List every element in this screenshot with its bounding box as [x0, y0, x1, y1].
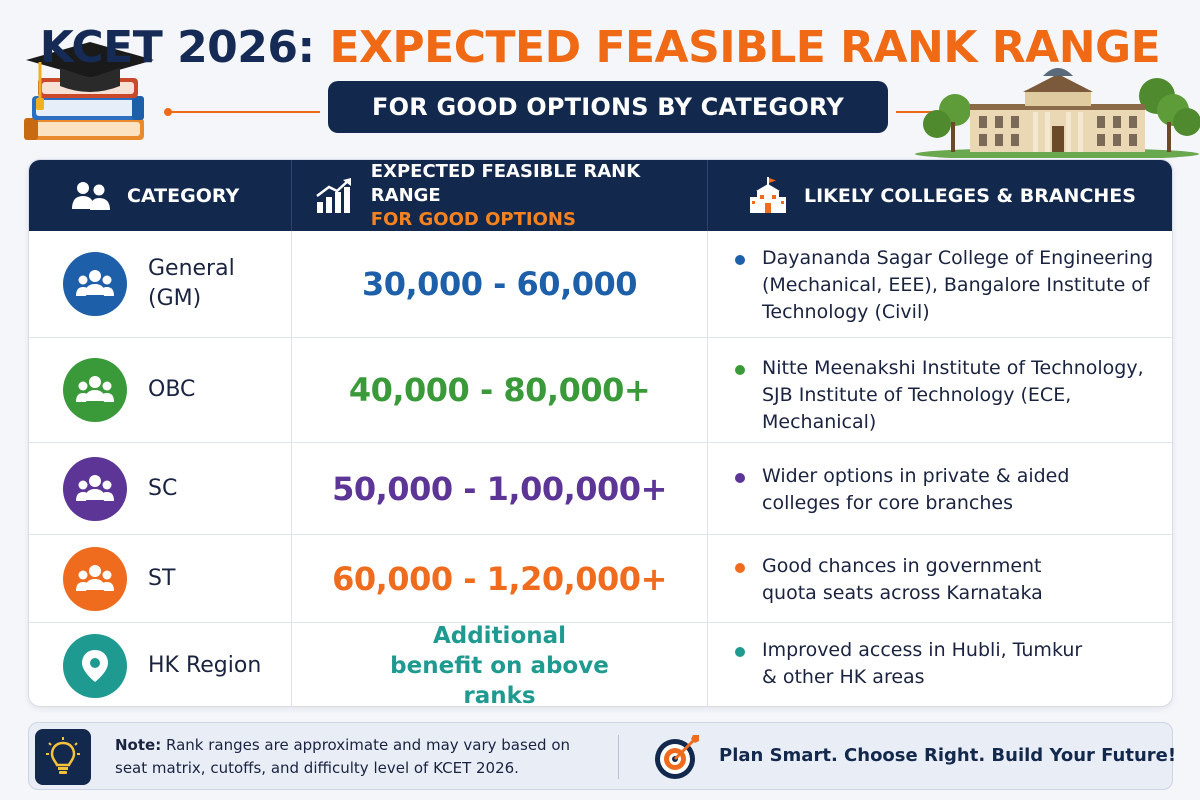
category-cell: OBC — [29, 338, 291, 442]
subtitle-banner: FOR GOOD OPTIONS BY CATEGORY — [328, 81, 888, 133]
colleges-text: Wider options in private & aided college… — [762, 465, 1070, 514]
rank-range: 60,000 - 1,20,000+ — [332, 559, 667, 598]
school-building-icon — [746, 174, 790, 218]
header: KCET 2026: EXPECTED FEASIBLE RANK RANGE … — [0, 0, 1200, 158]
rank-range: 50,000 - 1,00,000+ — [332, 469, 667, 508]
subtitle-left-line — [170, 111, 320, 113]
column-label: EXPECTED FEASIBLE RANK RANGE FOR GOOD OP… — [371, 160, 707, 232]
category-cell: SC — [29, 443, 291, 534]
lightbulb-icon — [35, 729, 91, 785]
colleges-cell: Nitte Meenakshi Institute of Technology,… — [707, 338, 1172, 442]
table-row-general: General (GM) 30,000 - 60,000 Dayananda S… — [29, 231, 1172, 337]
colleges-text: Improved access in Hubli, Tumkur & other… — [762, 639, 1083, 688]
colleges-cell: Improved access in Hubli, Tumkur & other… — [707, 623, 1172, 706]
subtitle-left-dot — [164, 108, 172, 116]
table-row-sc: SC 50,000 - 1,00,000+ Wider options in p… — [29, 442, 1172, 534]
rank-cell: 40,000 - 80,000+ — [291, 338, 707, 442]
column-label: CATEGORY — [127, 184, 240, 207]
college-building-icon — [915, 68, 1200, 158]
users-icon — [69, 174, 113, 218]
group-icon — [63, 456, 127, 521]
title-highlight: EXPECTED FEASIBLE RANK RANGE — [329, 22, 1161, 73]
rank-range: Additional benefit on above ranks — [390, 622, 609, 707]
category-cell: General (GM) — [29, 231, 291, 337]
category-name: ST — [148, 565, 176, 591]
note-text: Rank ranges are approximate and may vary… — [115, 736, 571, 777]
note-label: Note: — [115, 736, 162, 754]
disclaimer-note: Note: Rank ranges are approximate and ma… — [115, 734, 585, 780]
column-header-rank: EXPECTED FEASIBLE RANK RANGE FOR GOOD OP… — [291, 160, 707, 231]
bullet — [735, 647, 745, 657]
column-label: LIKELY COLLEGES & BRANCHES — [804, 184, 1136, 207]
rank-cell: 50,000 - 1,00,000+ — [291, 443, 707, 534]
group-icon — [63, 546, 127, 611]
target-icon — [655, 735, 699, 779]
rank-cell: 30,000 - 60,000 — [291, 231, 707, 337]
colleges-text: Good chances in government quota seats a… — [762, 555, 1043, 604]
colleges-text: Dayananda Sagar College of Engineering (… — [762, 247, 1154, 323]
table-row-hk-region: HK Region Additional benefit on above ra… — [29, 622, 1172, 707]
table-row-obc: OBC 40,000 - 80,000+ Nitte Meenakshi Ins… — [29, 337, 1172, 442]
rank-cell: 60,000 - 1,20,000+ — [291, 535, 707, 622]
bullet — [735, 255, 745, 265]
title-prefix: KCET 2026: — [39, 22, 330, 73]
rank-cell: Additional benefit on above ranks — [291, 622, 707, 707]
tagline: Plan Smart. Choose Right. Build Your Fut… — [719, 745, 1177, 766]
column-header-category: CATEGORY — [29, 160, 291, 231]
footer: Note: Rank ranges are approximate and ma… — [28, 722, 1177, 790]
table-row-st: ST 60,000 - 1,20,000+ Good chances in go… — [29, 534, 1172, 622]
books-graduation-cap-icon — [24, 42, 154, 140]
colleges-cell: Good chances in government quota seats a… — [707, 535, 1172, 622]
footer-divider — [618, 735, 619, 779]
subtitle: FOR GOOD OPTIONS BY CATEGORY — [328, 81, 888, 133]
rank-range: 30,000 - 60,000 — [361, 265, 638, 303]
column-label-line1: EXPECTED FEASIBLE RANK RANGE — [370, 160, 641, 206]
bullet — [735, 473, 745, 483]
category-name: OBC — [148, 377, 196, 402]
page-title: KCET 2026: EXPECTED FEASIBLE RANK RANGE — [0, 22, 1200, 74]
bullet — [735, 365, 745, 375]
colleges-cell: Dayananda Sagar College of Engineering (… — [707, 231, 1172, 337]
colleges-cell: Wider options in private & aided college… — [707, 443, 1172, 534]
group-icon — [63, 252, 127, 316]
rank-range-table: CATEGORY EXPECTED FEASIBLE RANK RANGE FO… — [28, 159, 1173, 707]
category-name: SC — [148, 475, 178, 501]
table-header: CATEGORY EXPECTED FEASIBLE RANK RANGE FO… — [29, 160, 1172, 231]
category-cell: HK Region — [29, 623, 291, 706]
category-name: HK Region — [148, 652, 262, 678]
column-label-line2: FOR GOOD OPTIONS — [370, 208, 576, 230]
column-header-colleges: LIKELY COLLEGES & BRANCHES — [707, 160, 1172, 231]
category-cell: ST — [29, 535, 291, 622]
location-pin-icon — [63, 633, 127, 698]
colleges-text: Nitte Meenakshi Institute of Technology,… — [762, 357, 1144, 433]
group-icon — [63, 358, 127, 422]
bullet — [735, 563, 745, 573]
bar-chart-growth-icon — [314, 174, 357, 218]
category-name: General (GM) — [148, 256, 235, 311]
rank-range: 40,000 - 80,000+ — [348, 371, 651, 409]
